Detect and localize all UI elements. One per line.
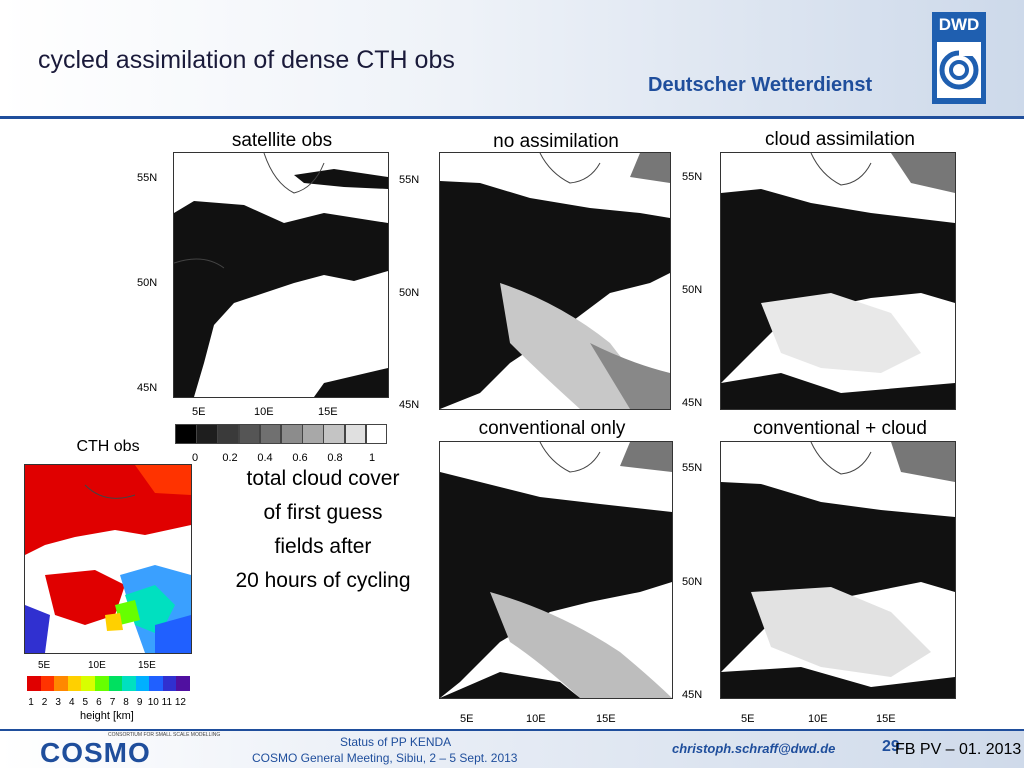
gray-colorbar-cell (238, 424, 261, 444)
gray-colorbar-cell (259, 424, 282, 444)
gray-colorbar-cell (323, 424, 346, 444)
swirl-icon (937, 42, 981, 98)
lat-tick: 45N (399, 399, 420, 411)
height-colorbar-cell (94, 676, 109, 691)
height-colorbar-cell (149, 676, 164, 691)
gray-colorbar-label: 0.4 (257, 452, 273, 464)
lon-tick: 10E (526, 713, 546, 725)
figure-caption: total cloud cover of first guess fields … (212, 462, 434, 598)
gray-colorbar-label: 0.2 (222, 452, 238, 464)
caption-line: of first guess (263, 501, 383, 524)
caption-line: fields after (274, 535, 372, 558)
lat-tick: 45N (137, 382, 158, 394)
height-colorbar-label: 12 (174, 697, 186, 708)
height-colorbar-cell (81, 676, 96, 691)
footer-project: Status of PP KENDA (340, 735, 452, 749)
height-colorbar-cell (122, 676, 137, 691)
panel-label-satellite-obs: satellite obs (231, 130, 333, 151)
height-colorbar-cell (135, 676, 150, 691)
gray-colorbar-cell (281, 424, 303, 444)
height-colorbar-label: 5 (82, 697, 89, 708)
panel-label-no-assimilation: no assimilation (493, 131, 619, 152)
gray-colorbar-cell (217, 424, 240, 444)
lon-tick: 15E (876, 713, 896, 725)
gray-colorbar-label: 0.8 (327, 452, 343, 464)
height-colorbar-cell (67, 676, 82, 691)
height-colorbar-cell (54, 676, 69, 691)
lat-tick: 55N (682, 462, 703, 474)
gray-colorbar-cell (196, 424, 218, 444)
lon-tick: 10E (808, 713, 828, 725)
lat-tick: 55N (399, 174, 420, 186)
height-colorbar-label: 6 (96, 697, 102, 708)
height-colorbar-cell (27, 676, 42, 691)
height-colorbar-label: 11 (161, 697, 173, 708)
footer-department: FB PV – 01. 2013 (895, 741, 1022, 758)
footer-divider (0, 729, 1024, 731)
height-colorbar-cell (108, 676, 123, 691)
no-assimilation-map (439, 152, 671, 410)
height-colorbar-unit: height [km] (80, 710, 134, 722)
conventional-cloud-map (720, 441, 956, 699)
dwd-logo: DWD (932, 12, 986, 104)
lon-tick: 10E (88, 660, 106, 671)
caption-line: total cloud cover (246, 467, 400, 490)
height-colorbar-label: 3 (55, 697, 61, 708)
cosmo-logo-subtitle: CONSORTIUM FOR SMALL SCALE MODELLING (108, 732, 221, 738)
gray-colorbar-cell (302, 424, 324, 444)
height-colorbar-label: 4 (68, 697, 75, 708)
cth-obs-map (24, 464, 192, 654)
dwd-logo-text: DWD (938, 15, 980, 34)
slide-footer (0, 731, 1024, 768)
lon-tick: 5E (38, 660, 51, 671)
lat-tick: 50N (682, 284, 703, 296)
lon-tick: 15E (318, 406, 338, 418)
gray-colorbar-label: 1 (368, 452, 376, 464)
organization-name: Deutscher Wetterdienst (648, 74, 873, 96)
height-colorbar-label: 8 (123, 697, 129, 708)
cosmo-logo: COSMO (40, 737, 151, 768)
height-colorbar-label: 2 (41, 697, 48, 708)
caption-line: 20 hours of cycling (235, 569, 411, 592)
cloud-assimilation-map (720, 152, 956, 410)
lat-tick: 45N (682, 397, 703, 409)
panel-label-cth-obs: CTH obs (76, 438, 140, 455)
lat-tick: 50N (399, 287, 420, 299)
footer-email: christoph.schraff@dwd.de (672, 741, 836, 756)
height-colorbar-label: 9 (136, 697, 143, 708)
lat-tick: 45N (682, 689, 703, 701)
lon-tick: 10E (254, 406, 274, 418)
gray-colorbar-cell (365, 424, 388, 444)
gray-colorbar-cell (175, 424, 197, 444)
gray-colorbar-label: 0.6 (292, 452, 308, 464)
lon-tick: 15E (138, 660, 156, 671)
panel-label-conventional-cloud: conventional + cloud (753, 418, 927, 439)
height-colorbar-cell (162, 676, 177, 691)
slide-header (0, 0, 1024, 116)
height-colorbar-label: 7 (109, 697, 116, 708)
lon-tick: 5E (460, 713, 474, 725)
slide-title: cycled assimilation of dense CTH obs (38, 46, 455, 74)
lat-tick: 50N (137, 277, 158, 289)
panel-label-cloud-assimilation: cloud assimilation (765, 129, 915, 150)
lon-tick: 15E (596, 713, 616, 725)
lon-tick: 5E (192, 406, 206, 418)
lon-tick: 5E (741, 713, 755, 725)
gray-colorbar-label: 0 (191, 452, 199, 464)
height-colorbar-label: 1 (28, 697, 34, 708)
footer-meeting: COSMO General Meeting, Sibiu, 2 – 5 Sept… (252, 751, 518, 765)
height-colorbar-cell (176, 676, 191, 691)
panel-label-conventional-only: conventional only (478, 418, 626, 439)
lat-tick: 50N (682, 576, 703, 588)
gray-colorbar-cell (344, 424, 367, 444)
satellite-obs-map (173, 152, 389, 398)
header-divider (0, 116, 1024, 119)
page-number: 29 (882, 738, 900, 755)
height-colorbar-cell (40, 676, 55, 691)
lat-tick: 55N (682, 171, 703, 183)
lat-tick: 55N (137, 172, 158, 184)
conventional-only-map (439, 441, 673, 699)
height-colorbar-label: 10 (147, 697, 159, 708)
